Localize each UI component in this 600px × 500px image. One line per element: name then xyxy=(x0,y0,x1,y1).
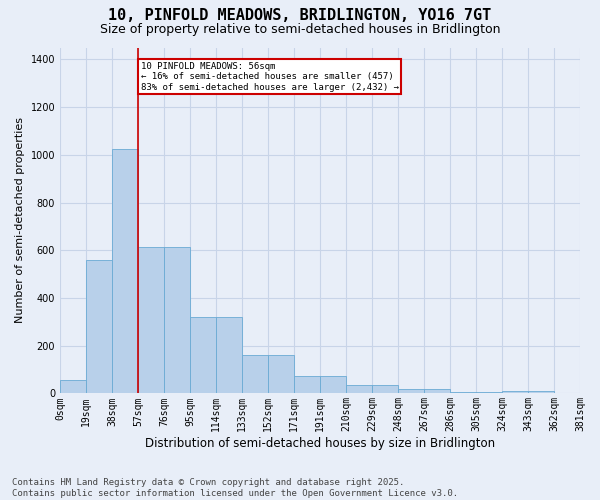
Bar xyxy=(164,246,190,394)
Text: Contains HM Land Registry data © Crown copyright and database right 2025.
Contai: Contains HM Land Registry data © Crown c… xyxy=(12,478,458,498)
Bar xyxy=(112,149,138,394)
Bar xyxy=(502,391,528,394)
X-axis label: Distribution of semi-detached houses by size in Bridlington: Distribution of semi-detached houses by … xyxy=(145,437,495,450)
Bar xyxy=(190,317,216,394)
Text: 10, PINFOLD MEADOWS, BRIDLINGTON, YO16 7GT: 10, PINFOLD MEADOWS, BRIDLINGTON, YO16 7… xyxy=(109,8,491,22)
Bar xyxy=(60,380,86,394)
Bar xyxy=(346,385,372,394)
Bar xyxy=(320,376,346,394)
Bar xyxy=(476,392,502,394)
Text: Size of property relative to semi-detached houses in Bridlington: Size of property relative to semi-detach… xyxy=(100,22,500,36)
Bar xyxy=(242,355,268,394)
Text: 10 PINFOLD MEADOWS: 56sqm
← 16% of semi-detached houses are smaller (457)
83% of: 10 PINFOLD MEADOWS: 56sqm ← 16% of semi-… xyxy=(141,62,399,92)
Bar xyxy=(86,260,112,394)
Bar xyxy=(216,317,242,394)
Bar xyxy=(372,385,398,394)
Bar xyxy=(450,392,476,394)
Bar xyxy=(424,388,450,394)
Y-axis label: Number of semi-detached properties: Number of semi-detached properties xyxy=(15,118,25,324)
Bar xyxy=(294,376,320,394)
Bar xyxy=(398,388,424,394)
Bar xyxy=(268,355,294,394)
Bar xyxy=(138,246,164,394)
Bar xyxy=(528,391,554,394)
